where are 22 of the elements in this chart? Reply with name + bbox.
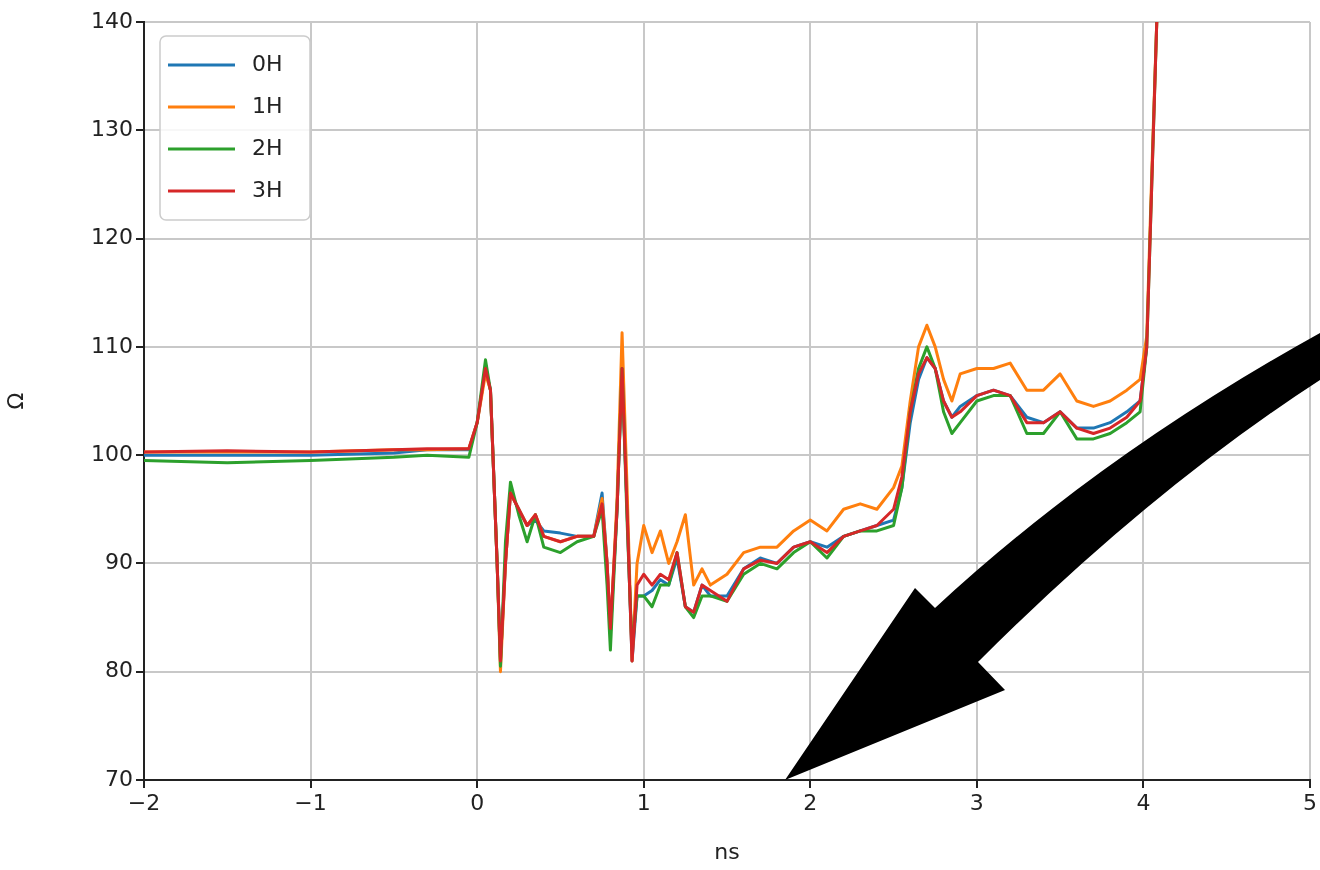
- x-tick-label: 3: [969, 789, 984, 815]
- y-axis-title: Ω: [2, 392, 28, 410]
- y-tick-label: 120: [91, 224, 133, 250]
- y-tick-label: 80: [105, 657, 133, 683]
- x-tick-label: 0: [470, 789, 485, 815]
- x-tick-label: 4: [1136, 789, 1151, 815]
- y-tick-label: 110: [91, 332, 133, 358]
- y-tick-label: 90: [105, 549, 133, 575]
- x-tick-label: 5: [1303, 789, 1317, 815]
- legend-label: 0H: [252, 50, 283, 76]
- x-axis-title: ns: [714, 838, 740, 864]
- legend-label: 1H: [252, 92, 283, 118]
- y-tick-label: 130: [91, 116, 133, 141]
- y-tick-label: 100: [91, 440, 133, 466]
- legend-label: 2H: [252, 134, 283, 160]
- legend-label: 3H: [252, 176, 283, 202]
- y-tick-label: 70: [105, 765, 133, 791]
- y-tick-label: 140: [91, 7, 133, 33]
- x-tick-label: −1: [294, 789, 327, 815]
- x-tick-label: 1: [636, 789, 651, 815]
- x-tick-label: −2: [127, 789, 161, 815]
- x-tick-label: 2: [803, 789, 818, 815]
